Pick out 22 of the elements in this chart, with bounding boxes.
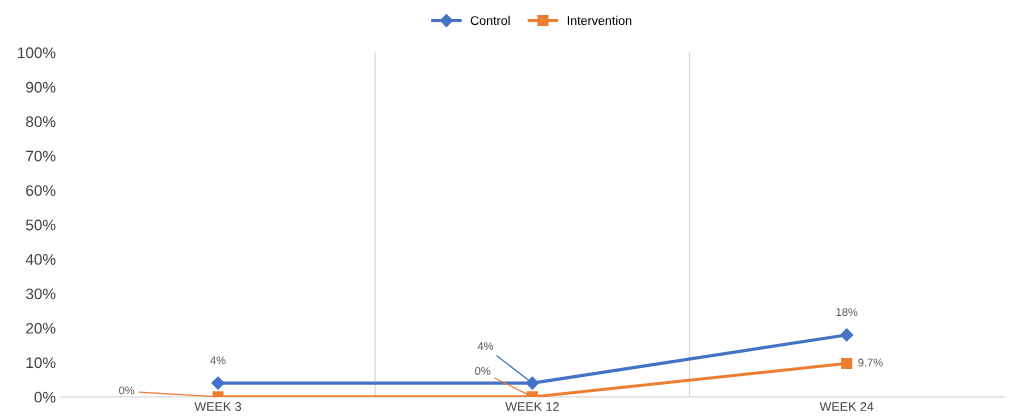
data-label: 0% bbox=[119, 386, 135, 395]
y-tick-label: 90% bbox=[26, 81, 56, 93]
y-tick-label: 70% bbox=[26, 150, 56, 162]
data-label: 18% bbox=[836, 308, 858, 317]
legend-label: Intervention bbox=[567, 15, 632, 25]
data-label: 4% bbox=[477, 342, 494, 350]
y-tick-label: 40% bbox=[25, 254, 56, 265]
x-tick-label: WEEK 3 bbox=[194, 402, 242, 411]
y-tick-label: 0% bbox=[34, 391, 56, 403]
data-label: 9.7% bbox=[858, 358, 883, 367]
data-label: 4% bbox=[210, 356, 226, 365]
y-tick-label: 60% bbox=[26, 185, 56, 196]
y-tick-label: 10% bbox=[26, 357, 56, 369]
legend-label: Control bbox=[470, 15, 510, 25]
x-tick-label: WEEK 24 bbox=[819, 402, 874, 411]
y-tick-label: 30% bbox=[25, 288, 56, 300]
y-tick-label: 100% bbox=[18, 47, 56, 59]
y-tick-label: 20% bbox=[26, 322, 56, 334]
y-tick-label: 50% bbox=[26, 219, 56, 231]
x-tick-label: WEEK 12 bbox=[505, 402, 559, 411]
data-label: 0% bbox=[475, 367, 491, 375]
y-tick-label: 80% bbox=[26, 116, 56, 128]
